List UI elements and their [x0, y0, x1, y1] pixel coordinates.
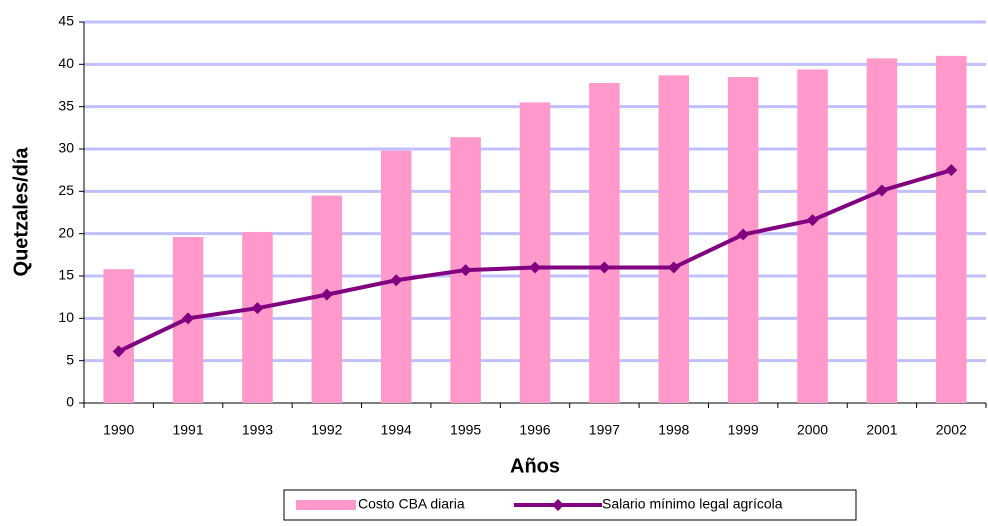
marker	[112, 345, 125, 358]
legend-marker	[552, 499, 564, 511]
x-tick-label: 1992	[311, 422, 342, 438]
x-tick-label: 1999	[728, 422, 759, 438]
legend-label: Costo CBA diaria	[358, 496, 465, 512]
y-tick-label: 10	[58, 309, 74, 325]
bar	[658, 75, 690, 403]
y-tick-label: 25	[58, 182, 74, 198]
marker	[667, 261, 680, 274]
marker	[806, 214, 819, 227]
x-tick-label: 2002	[936, 422, 967, 438]
x-tick-label: 1998	[658, 422, 689, 438]
y-tick-label: 35	[58, 97, 74, 113]
bar	[242, 231, 273, 403]
marker	[737, 228, 750, 241]
y-tick-label: 5	[66, 351, 74, 367]
x-tick-label: 1993	[242, 422, 273, 438]
x-tick-label: 2001	[866, 422, 897, 438]
x-tick-label: 1991	[172, 422, 203, 438]
y-tick-label: 15	[58, 267, 74, 283]
x-tick-label: 1990	[103, 422, 134, 438]
marker	[182, 312, 195, 325]
y-tick-label: 40	[58, 55, 74, 71]
y-tick-label: 20	[58, 224, 74, 240]
marker	[459, 264, 472, 277]
legend-label: Salario mínimo legal agrícola	[602, 496, 783, 512]
marker	[320, 288, 333, 301]
x-tick-label: 1995	[450, 422, 481, 438]
marker	[945, 164, 958, 177]
bar	[589, 82, 620, 404]
marker	[598, 261, 611, 274]
x-axis-title: Años	[510, 455, 560, 477]
bar	[866, 58, 898, 403]
y-tick-label: 0	[66, 394, 74, 410]
bar	[936, 55, 967, 403]
marker	[529, 261, 541, 274]
x-tick-label: 1996	[519, 422, 550, 438]
legend-swatch	[296, 500, 356, 510]
bar	[797, 69, 828, 403]
y-tick-label: 45	[58, 13, 74, 29]
x-tick-label: 1997	[589, 422, 620, 438]
marker	[390, 274, 403, 287]
marker	[251, 302, 264, 315]
y-axis-title: Quetzales/día	[10, 147, 32, 277]
bar	[103, 269, 134, 403]
x-tick-label: 2000	[797, 422, 828, 438]
marker	[875, 184, 888, 197]
x-tick-label: 1994	[381, 422, 412, 438]
y-tick-label: 30	[58, 140, 74, 156]
bar	[519, 102, 551, 403]
